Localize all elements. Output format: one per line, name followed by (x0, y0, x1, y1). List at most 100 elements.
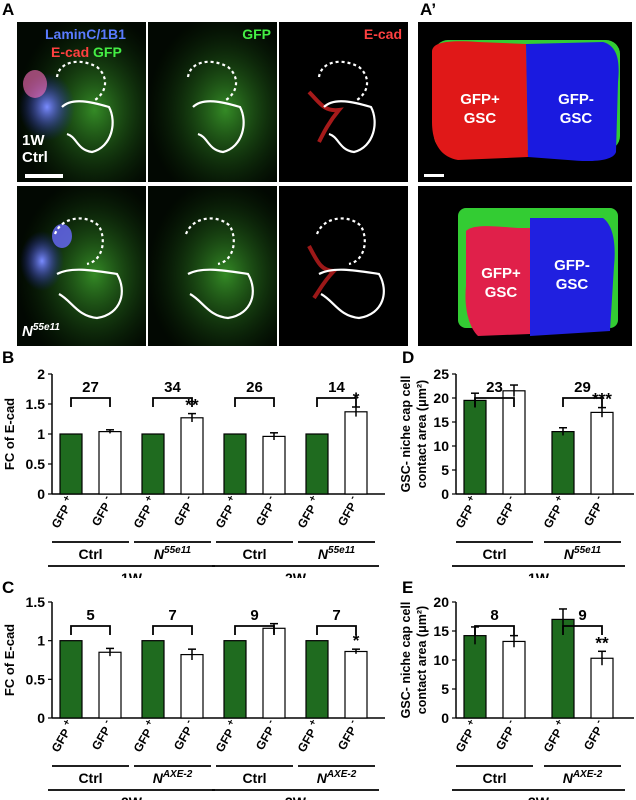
bar-c-6 (305, 640, 329, 719)
genotype-label-c-3: NAXE-2 (317, 769, 357, 786)
y-axis-label-e-line1: GSC- niche cap cell (399, 602, 413, 719)
y-tick-label-b: 1 (37, 426, 45, 442)
label-gfp-neg-gsc-top: GFP- GSC (558, 91, 594, 127)
n-bracket-e-1 (562, 625, 603, 635)
y-tick-label-d: 25 (433, 366, 449, 382)
y-tick-label-b: 1.5 (26, 396, 46, 412)
n-bracket-b-2 (234, 397, 275, 407)
category-label-c-1: GFP - (87, 718, 116, 753)
n-label-e-0: 8 (490, 607, 498, 624)
y-tick-label-d: 15 (433, 414, 449, 430)
category-label-b-4: GFP + (211, 493, 242, 530)
n-label-b-1: 34 (164, 379, 181, 396)
y-axis-label-d-line1: GSC- niche cap cell (399, 376, 413, 493)
bar-b-2 (141, 433, 165, 495)
genotype-label-e-0: Ctrl (482, 770, 506, 786)
bar-b-0 (59, 433, 83, 495)
label-gfp-pos-gsc-top: GFP+ GSC (460, 91, 500, 127)
panel-label-c: C (2, 578, 15, 597)
n-bracket-c-2 (234, 625, 275, 635)
timepoint-label-c-0: 2W (121, 794, 143, 800)
y-tick-label-b: 0.5 (26, 456, 46, 472)
n-bracket-b-0 (70, 397, 111, 407)
category-label-b-5: GFP - (251, 494, 280, 529)
label-ctrl: Ctrl (22, 149, 48, 166)
y-tick-label-c: 0 (37, 710, 45, 726)
label-laminc: LaminC/1B1 (45, 26, 126, 42)
category-label-b-1: GFP - (87, 494, 116, 529)
n-bracket-c-0 (70, 625, 111, 635)
micrograph-ctrl-gfp: GFP (148, 22, 277, 182)
micrograph-ctrl-merge: LaminC/1B1 E-cad GFP 1W Ctrl (17, 22, 146, 182)
micrograph-mutant-merge: N55e11 (17, 186, 146, 346)
n-bracket-e-0 (474, 625, 515, 635)
y-tick-label-b: 0 (37, 486, 45, 502)
genotype-label-d-1: N55e11 (564, 545, 602, 562)
category-label-b-6: GFP + (293, 493, 324, 530)
bar-c-7 (344, 650, 368, 719)
bar-e-0 (463, 635, 487, 719)
n-label-b-2: 26 (246, 379, 263, 396)
n-bracket-b-1 (152, 397, 193, 407)
category-label-d-2: GFP + (539, 493, 570, 530)
micrograph-mutant-ecad (279, 186, 408, 346)
y-axis-label-b: FC of E-cad (2, 398, 17, 470)
bar-b-3 (180, 417, 204, 495)
genotype-label-d-0: Ctrl (482, 546, 506, 562)
bar-c-1 (98, 651, 122, 719)
category-label-b-0: GFP + (47, 493, 78, 530)
significance-e-3: ** (595, 633, 609, 652)
chart-d: 0 5 10 15 20 25 GSC- niche cap cell contact are… (399, 366, 634, 578)
label-merge-ecad-gfp: E-cad GFP (51, 44, 122, 60)
category-label-c-6: GFP + (293, 717, 324, 754)
y-tick-label-d: 5 (441, 462, 449, 478)
category-label-d-1: GFP - (491, 494, 520, 529)
bar-e-1 (502, 640, 526, 719)
category-label-c-0: GFP + (47, 717, 78, 754)
category-label-d-0: GFP + (451, 493, 482, 530)
n-bracket-d-1 (562, 397, 603, 407)
y-tick-label-c: 1 (37, 633, 45, 649)
y-tick-label-d: 0 (441, 486, 449, 502)
bar-d-3 (590, 411, 614, 495)
n-bracket-c-1 (152, 625, 193, 635)
reconstruction-ctrl: GFP+ GSC GFP- GSC (418, 22, 632, 182)
micrograph-mutant-gfp (148, 186, 277, 346)
bar-b-4 (223, 433, 247, 495)
n-label-b-0: 27 (82, 379, 99, 396)
genotype-label-c-1: NAXE-2 (153, 769, 193, 786)
panel-label-e: E (402, 578, 414, 597)
bar-c-4 (223, 640, 247, 719)
category-label-e-1: GFP - (491, 718, 520, 753)
y-axis-label-e-line2: contact area (μm²) (415, 606, 429, 714)
label-mutant: N55e11 (22, 322, 60, 340)
y-tick-label-d: 10 (433, 438, 449, 454)
y-tick-label-e: 5 (441, 681, 449, 697)
category-label-c-2: GFP + (129, 717, 160, 754)
y-tick-label-b: 2 (37, 366, 45, 382)
chart-e: 0 5 10 15 20 GSC- niche cap cell contact area … (399, 594, 634, 800)
n-bracket-d-0 (474, 397, 515, 407)
genotype-label-c-2: Ctrl (242, 770, 266, 786)
significance-c-7: * (353, 631, 360, 650)
category-label-b-7: GFP - (333, 494, 362, 529)
genotype-label-b-1: N55e11 (154, 545, 192, 562)
category-label-d-3: GFP - (579, 494, 608, 529)
n-label-d-0: 23 (486, 379, 503, 396)
genotype-label-b-0: Ctrl (78, 546, 102, 562)
bar-c-5 (262, 627, 286, 719)
bar-d-2 (551, 430, 575, 495)
category-label-b-2: GFP + (129, 493, 160, 530)
genotype-label-c-0: Ctrl (78, 770, 102, 786)
panel-label-d: D (402, 348, 415, 367)
bar-d-0 (463, 399, 487, 495)
n-label-b-3: 14 (328, 379, 345, 396)
bar-b-6 (305, 433, 329, 495)
y-axis-label-c: FC of E-cad (2, 624, 17, 696)
panel-label-b: B (2, 348, 15, 367)
genotype-label-e-1: NAXE-2 (563, 769, 603, 786)
timepoint-label-b-0: 1W (121, 570, 143, 578)
bar-b-5 (262, 435, 286, 495)
n-label-e-1: 9 (578, 607, 586, 624)
